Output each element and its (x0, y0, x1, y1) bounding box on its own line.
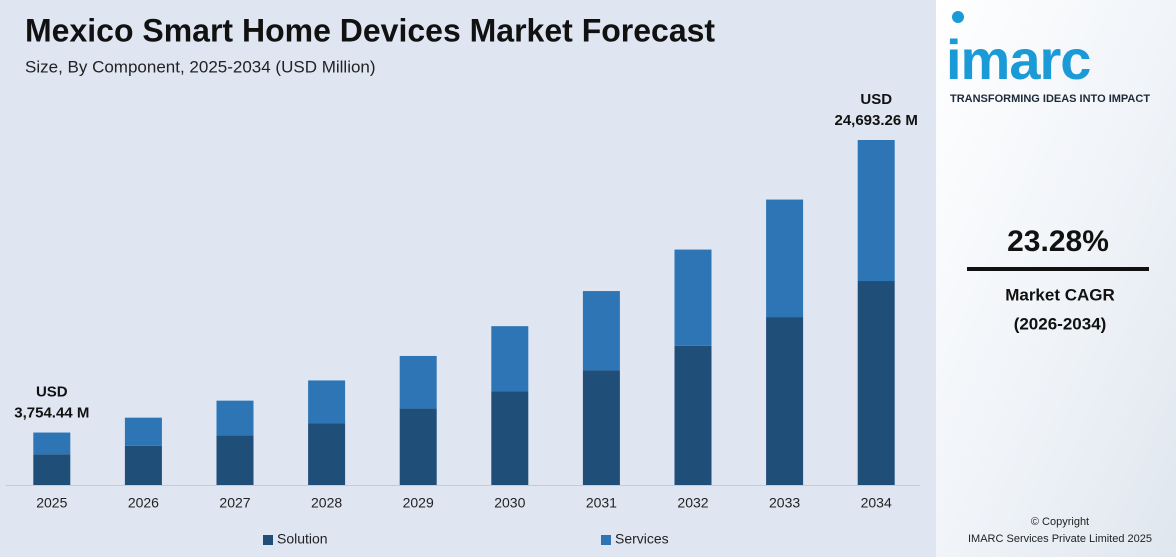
legend-label: Services (615, 531, 669, 547)
sidebar-bg (936, 0, 1176, 557)
legend-label: Solution (277, 531, 328, 547)
bar-segment (399, 408, 437, 485)
bar-segment (124, 445, 162, 485)
bar-segment (33, 432, 71, 455)
bar-segment (308, 423, 346, 485)
bar-segment (33, 454, 71, 485)
x-tick-label: 2032 (677, 495, 708, 511)
data-label: 24,693.26 M (834, 112, 917, 129)
x-tick-label: 2030 (494, 495, 525, 511)
x-tick-label: 2034 (861, 495, 892, 511)
data-label: USD (36, 384, 68, 401)
bar-segment (124, 417, 162, 446)
bar-segment (491, 391, 529, 485)
bar-segment (216, 435, 254, 485)
bar-segment (766, 317, 804, 485)
chart-title: Mexico Smart Home Devices Market Forecas… (25, 12, 715, 48)
x-tick-label: 2029 (403, 495, 434, 511)
bar-segment (399, 355, 437, 409)
bar-segment (857, 140, 895, 282)
cagr-label: Market CAGR (1005, 285, 1115, 304)
copyright: © Copyright (1031, 516, 1089, 528)
tagline: TRANSFORMING IDEAS INTO IMPACT (950, 93, 1150, 105)
bar-segment (308, 380, 346, 424)
logo-dot (952, 11, 964, 23)
x-tick-label: 2026 (128, 495, 159, 511)
data-label: 3,754.44 M (14, 405, 89, 422)
cagr: 23.28% (1007, 225, 1109, 258)
logo: imarc (946, 28, 1090, 91)
bar-segment (582, 370, 620, 485)
cagr-period: (2026-2034) (1014, 314, 1107, 333)
x-tick-label: 2033 (769, 495, 800, 511)
x-tick-label: 2028 (311, 495, 342, 511)
bar-segment (857, 281, 895, 485)
company: IMARC Services Private Limited 2025 (968, 533, 1152, 545)
cagr-rule (967, 267, 1149, 271)
x-tick-label: 2027 (219, 495, 250, 511)
bar-segment (674, 249, 712, 346)
x-tick-label: 2025 (36, 495, 67, 511)
chart-subtitle: Size, By Component, 2025-2034 (USD Milli… (25, 57, 376, 76)
data-label: USD (860, 91, 892, 108)
bar-segment (766, 199, 804, 318)
bar-segment (491, 326, 529, 392)
legend-swatch (601, 535, 611, 545)
legend-swatch (263, 535, 273, 545)
x-tick-label: 2031 (586, 495, 617, 511)
bar-segment (216, 400, 254, 436)
bar-segment (674, 345, 712, 485)
bar-segment (582, 291, 620, 371)
